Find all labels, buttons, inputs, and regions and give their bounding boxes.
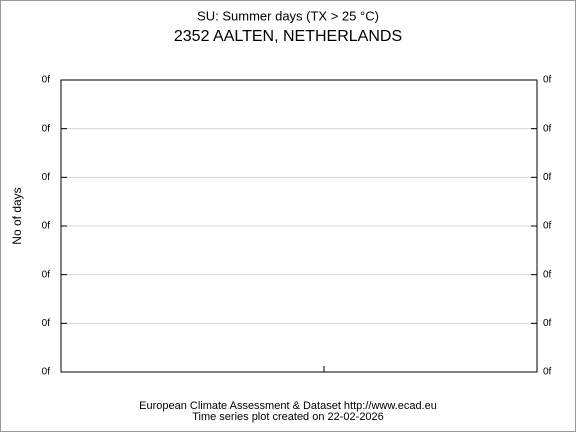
y-tick-label: 0f [42,269,51,280]
y2-tick-label: 0f [543,367,552,378]
y2-tick-label: 0f [543,221,552,232]
chart-title: SU: Summer days (TX > 25 °C) [197,8,379,23]
y-tick-label: 0f [42,123,51,134]
y-tick-label: 0f [42,172,51,183]
plot-area [60,79,538,373]
y-axis-label: No of days [10,187,24,244]
y2-tick-label: 0f [543,318,552,329]
y-tick-label: 0f [42,367,51,378]
y2-tick-label: 0f [543,269,552,280]
y2-tick-label: 0f [543,75,552,86]
y2-tick-label: 0f [543,172,552,183]
y-tick-label: 0f [42,221,51,232]
chart-subtitle: 2352 AALTEN, NETHERLANDS [174,28,402,45]
footer-line: European Climate Assessment & Dataset ht… [139,400,437,412]
footer-line: Time series plot created on 22-02-2026 [192,411,384,423]
y2-tick-label: 0f [543,123,552,134]
y-tick-label: 0f [42,318,51,329]
y-tick-label: 0f [42,75,51,86]
